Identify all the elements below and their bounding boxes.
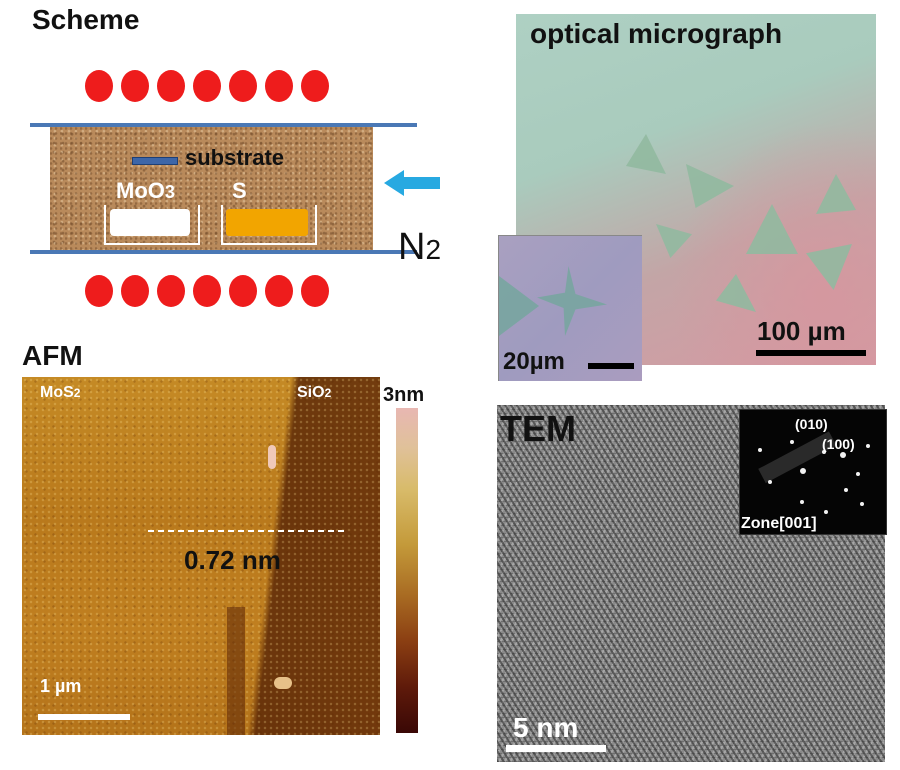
heater-dot <box>85 70 113 102</box>
heater-dot <box>301 70 329 102</box>
tem-image <box>497 405 885 762</box>
zone-axis-label: Zone[001] <box>741 515 817 532</box>
heater-dot <box>121 275 149 307</box>
optical-inset-image <box>498 235 642 381</box>
afm-step-edge <box>227 607 245 735</box>
mos2-flake <box>806 244 852 290</box>
tem-title: TEM <box>500 408 576 449</box>
moo3-boat <box>104 205 200 245</box>
optical-title: optical micrograph <box>530 18 783 49</box>
heater-dot <box>157 70 185 102</box>
mos2-flake <box>499 276 539 336</box>
mos2-flake <box>626 134 666 174</box>
tem-scalebar <box>506 745 606 752</box>
diffraction-spot <box>758 448 762 452</box>
diffraction-spot <box>840 452 846 458</box>
mos2-flake <box>816 174 856 214</box>
heater-dot <box>157 275 185 307</box>
afm-region-sio2-label: SiO2 <box>297 384 332 401</box>
diffraction-spot <box>860 502 864 506</box>
substrate-icon <box>132 157 178 165</box>
heater-dot <box>265 70 293 102</box>
tube-top-wall <box>30 123 417 127</box>
optical-scalebar-label: 100 µm <box>757 316 846 346</box>
sulfur-powder <box>226 209 308 236</box>
afm-particle <box>268 445 276 469</box>
mos2-flake <box>686 164 734 208</box>
saed-label-010: (010) <box>795 416 828 432</box>
saed-inset <box>739 409 887 535</box>
optical-inset-scalebar-label: 20µm <box>503 348 565 375</box>
optical-inset-scalebar <box>588 363 634 369</box>
diffraction-spot <box>856 472 860 476</box>
heater-dot <box>229 275 257 307</box>
afm-line-profile <box>148 530 344 532</box>
optical-scalebar <box>756 350 866 356</box>
diffraction-spot <box>844 488 848 492</box>
mos2-flake-large <box>537 266 607 336</box>
afm-height-label: 0.72 nm <box>184 545 281 575</box>
diffraction-spot <box>824 510 828 514</box>
furnace-tube <box>50 127 373 251</box>
heater-dot <box>301 275 329 307</box>
gas-flow-arrow-icon <box>384 170 440 196</box>
heater-dot <box>193 70 221 102</box>
substrate-label: substrate <box>185 145 285 170</box>
heater-dot <box>193 275 221 307</box>
scheme-title: Scheme <box>32 4 140 35</box>
tube-bottom-wall <box>30 250 417 254</box>
diffraction-spot <box>866 444 870 448</box>
mos2-flake <box>656 224 692 258</box>
heater-dot <box>85 275 113 307</box>
saed-label-100: (100) <box>822 436 855 452</box>
heater-dot <box>229 70 257 102</box>
diffraction-spot <box>790 440 794 444</box>
gas-label: N2 <box>398 226 442 268</box>
moo3-powder <box>110 209 190 236</box>
tem-scalebar-label: 5 nm <box>513 712 579 743</box>
afm-colorbar <box>396 408 418 733</box>
afm-scalebar <box>38 714 130 720</box>
diffraction-spot <box>768 480 772 484</box>
afm-particle <box>274 677 292 689</box>
afm-colorbar-max-label: 3nm <box>383 384 425 406</box>
afm-scalebar-label: 1 µm <box>40 676 82 696</box>
sulfur-boat <box>221 205 317 245</box>
moo3-label: MoO3 <box>116 178 175 203</box>
sulfur-label: S <box>232 178 247 203</box>
afm-title: AFM <box>22 340 83 371</box>
mos2-flake <box>746 204 798 254</box>
afm-region-mos2-label: MoS2 <box>40 384 81 401</box>
afm-image <box>22 377 380 735</box>
afm-texture <box>22 377 380 735</box>
diffraction-spot <box>800 500 804 504</box>
diffraction-spot <box>822 450 826 454</box>
heater-dot <box>121 70 149 102</box>
heater-dot <box>265 275 293 307</box>
diffraction-spot <box>800 468 806 474</box>
mos2-flake <box>716 274 756 312</box>
